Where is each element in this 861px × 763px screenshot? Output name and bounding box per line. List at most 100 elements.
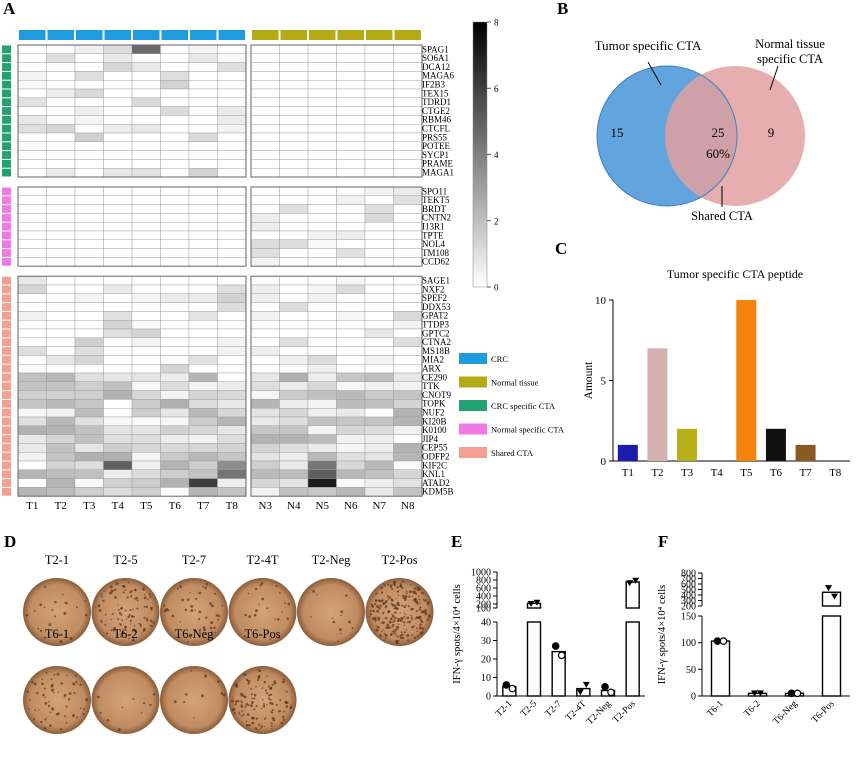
heatmap-cell bbox=[74, 150, 104, 160]
heatmap-cell bbox=[46, 434, 76, 444]
spot bbox=[272, 718, 276, 722]
heatmap-cell bbox=[279, 399, 309, 409]
heatmap-cell bbox=[279, 167, 309, 178]
heatmap-cell bbox=[307, 346, 337, 356]
spot bbox=[385, 626, 388, 630]
spot bbox=[257, 674, 261, 678]
heatmap-cell bbox=[217, 460, 247, 471]
spot bbox=[193, 717, 195, 719]
heatmap-cell bbox=[217, 159, 247, 169]
shared-row-marker bbox=[2, 426, 11, 435]
spot bbox=[407, 639, 410, 642]
colorbar-ticks: 0 2 4 6 8 bbox=[487, 18, 499, 293]
heatmap-cell bbox=[188, 328, 218, 339]
heatmap-cell bbox=[393, 346, 423, 356]
heatmap-cell bbox=[188, 302, 218, 312]
heatmap-cell bbox=[46, 239, 76, 249]
spot bbox=[282, 716, 285, 719]
spot bbox=[145, 617, 148, 620]
heatmap-cell bbox=[393, 443, 423, 453]
spot bbox=[261, 687, 264, 689]
heatmap-cell bbox=[250, 443, 280, 453]
spot bbox=[415, 587, 417, 589]
spot bbox=[270, 722, 273, 725]
heatmap-cell bbox=[131, 381, 161, 391]
heatmap-cell bbox=[17, 44, 47, 55]
heatmap-cell bbox=[131, 132, 161, 143]
heatmap-cell bbox=[17, 150, 47, 160]
chartE-point bbox=[582, 681, 590, 688]
heatmap-cell bbox=[103, 355, 133, 365]
spot bbox=[408, 620, 411, 624]
spot bbox=[388, 596, 392, 599]
spot bbox=[37, 627, 40, 630]
spot bbox=[242, 695, 245, 698]
spot bbox=[253, 697, 256, 700]
heatmap-cell bbox=[46, 478, 76, 488]
heatmap-cell bbox=[103, 284, 133, 295]
spot bbox=[26, 690, 29, 693]
heatmap-cell bbox=[307, 141, 337, 151]
spot bbox=[406, 633, 410, 637]
heatmap-cell bbox=[188, 372, 218, 383]
heatmap-cell bbox=[74, 478, 104, 488]
spot bbox=[143, 627, 146, 631]
heatmap-cell bbox=[307, 115, 337, 125]
heatmap-cell bbox=[103, 452, 133, 462]
spot bbox=[376, 592, 379, 595]
heatmap-cell bbox=[160, 452, 190, 462]
heatmap-cell bbox=[393, 248, 423, 258]
heatmap-cell bbox=[279, 213, 309, 223]
heatmap-cell bbox=[17, 460, 47, 471]
heatmap-cell bbox=[74, 141, 104, 151]
spot bbox=[32, 718, 35, 721]
normal-strip bbox=[309, 30, 336, 40]
heatmap-cell bbox=[307, 487, 337, 497]
chart-c-bar bbox=[795, 444, 816, 461]
spot bbox=[54, 600, 57, 604]
heatmap-cell bbox=[17, 390, 47, 400]
heatmap-cell bbox=[336, 257, 366, 267]
normal-strip bbox=[366, 30, 393, 40]
heatmap-cell bbox=[307, 425, 337, 435]
crc-specific-row-marker bbox=[2, 133, 11, 142]
spot bbox=[410, 607, 413, 611]
heatmap-cell bbox=[217, 221, 247, 232]
spot bbox=[66, 674, 68, 677]
heatmap-cell bbox=[336, 320, 366, 330]
spot bbox=[55, 713, 58, 716]
heatmap-cell bbox=[336, 337, 366, 347]
heatmap-cell bbox=[74, 328, 104, 339]
heatmap-cell bbox=[103, 62, 133, 72]
spot bbox=[269, 686, 273, 690]
spot bbox=[407, 605, 410, 608]
heatmap-cell bbox=[279, 115, 309, 125]
heatmap-cell bbox=[188, 62, 218, 72]
heatmap-cell bbox=[103, 408, 133, 418]
heatmap-cell bbox=[364, 53, 394, 63]
spot bbox=[50, 678, 53, 681]
gene-label: DDX53 bbox=[422, 302, 451, 312]
heatmap-cell bbox=[160, 408, 190, 418]
spot bbox=[101, 596, 103, 598]
heatmap-cell bbox=[393, 115, 423, 125]
heatmap-cell bbox=[131, 123, 161, 134]
heatmap-cell bbox=[336, 364, 366, 374]
heatmap-cell bbox=[393, 478, 423, 488]
gene-label: POTEE bbox=[422, 141, 451, 151]
spot bbox=[263, 703, 265, 705]
spot bbox=[258, 603, 260, 605]
legend-label: Shared CTA bbox=[491, 448, 534, 458]
heatmap-cell bbox=[46, 302, 76, 312]
gene-label: MAGA6 bbox=[422, 71, 455, 81]
gene-label: CTGE2 bbox=[422, 106, 450, 116]
spot bbox=[252, 717, 255, 720]
heatmap-cell bbox=[46, 257, 76, 267]
chartF-ylabel: IFN-γ spots/4×10⁴ cells bbox=[657, 585, 668, 684]
heatmap-cell bbox=[46, 115, 76, 125]
heatmap-cell bbox=[160, 381, 190, 391]
spot bbox=[243, 673, 247, 677]
heatmap-cell bbox=[336, 53, 366, 63]
heatmap-cell bbox=[307, 221, 337, 232]
spot bbox=[244, 613, 248, 617]
